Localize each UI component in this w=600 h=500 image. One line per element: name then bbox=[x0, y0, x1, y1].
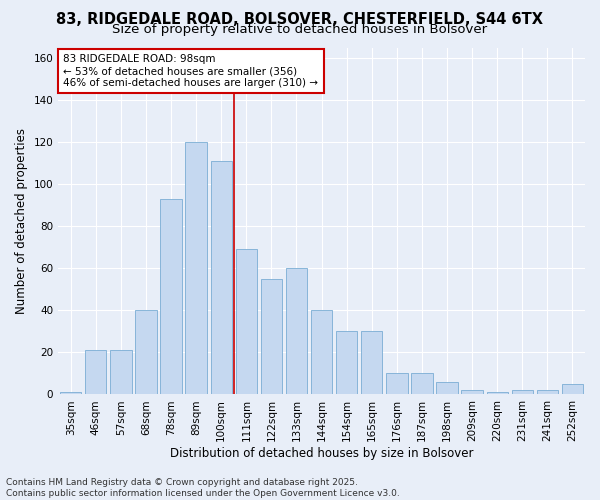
Bar bbox=[461, 390, 483, 394]
Bar bbox=[336, 332, 358, 394]
Bar bbox=[512, 390, 533, 394]
Bar bbox=[537, 390, 558, 394]
Y-axis label: Number of detached properties: Number of detached properties bbox=[15, 128, 28, 314]
Bar bbox=[286, 268, 307, 394]
Text: Contains HM Land Registry data © Crown copyright and database right 2025.
Contai: Contains HM Land Registry data © Crown c… bbox=[6, 478, 400, 498]
Bar bbox=[487, 392, 508, 394]
Bar bbox=[236, 250, 257, 394]
Bar bbox=[185, 142, 207, 395]
Bar bbox=[361, 332, 382, 394]
Text: 83, RIDGEDALE ROAD, BOLSOVER, CHESTERFIELD, S44 6TX: 83, RIDGEDALE ROAD, BOLSOVER, CHESTERFIE… bbox=[56, 12, 544, 28]
Bar bbox=[261, 279, 282, 394]
Bar bbox=[386, 374, 407, 394]
Bar bbox=[136, 310, 157, 394]
Bar bbox=[160, 199, 182, 394]
Text: Size of property relative to detached houses in Bolsover: Size of property relative to detached ho… bbox=[112, 22, 488, 36]
Text: 83 RIDGEDALE ROAD: 98sqm
← 53% of detached houses are smaller (356)
46% of semi-: 83 RIDGEDALE ROAD: 98sqm ← 53% of detach… bbox=[64, 54, 319, 88]
Bar bbox=[110, 350, 131, 395]
Bar bbox=[85, 350, 106, 395]
Bar bbox=[562, 384, 583, 394]
Bar bbox=[211, 161, 232, 394]
Bar bbox=[436, 382, 458, 394]
Bar bbox=[311, 310, 332, 394]
X-axis label: Distribution of detached houses by size in Bolsover: Distribution of detached houses by size … bbox=[170, 447, 473, 460]
Bar bbox=[411, 374, 433, 394]
Bar bbox=[60, 392, 82, 394]
